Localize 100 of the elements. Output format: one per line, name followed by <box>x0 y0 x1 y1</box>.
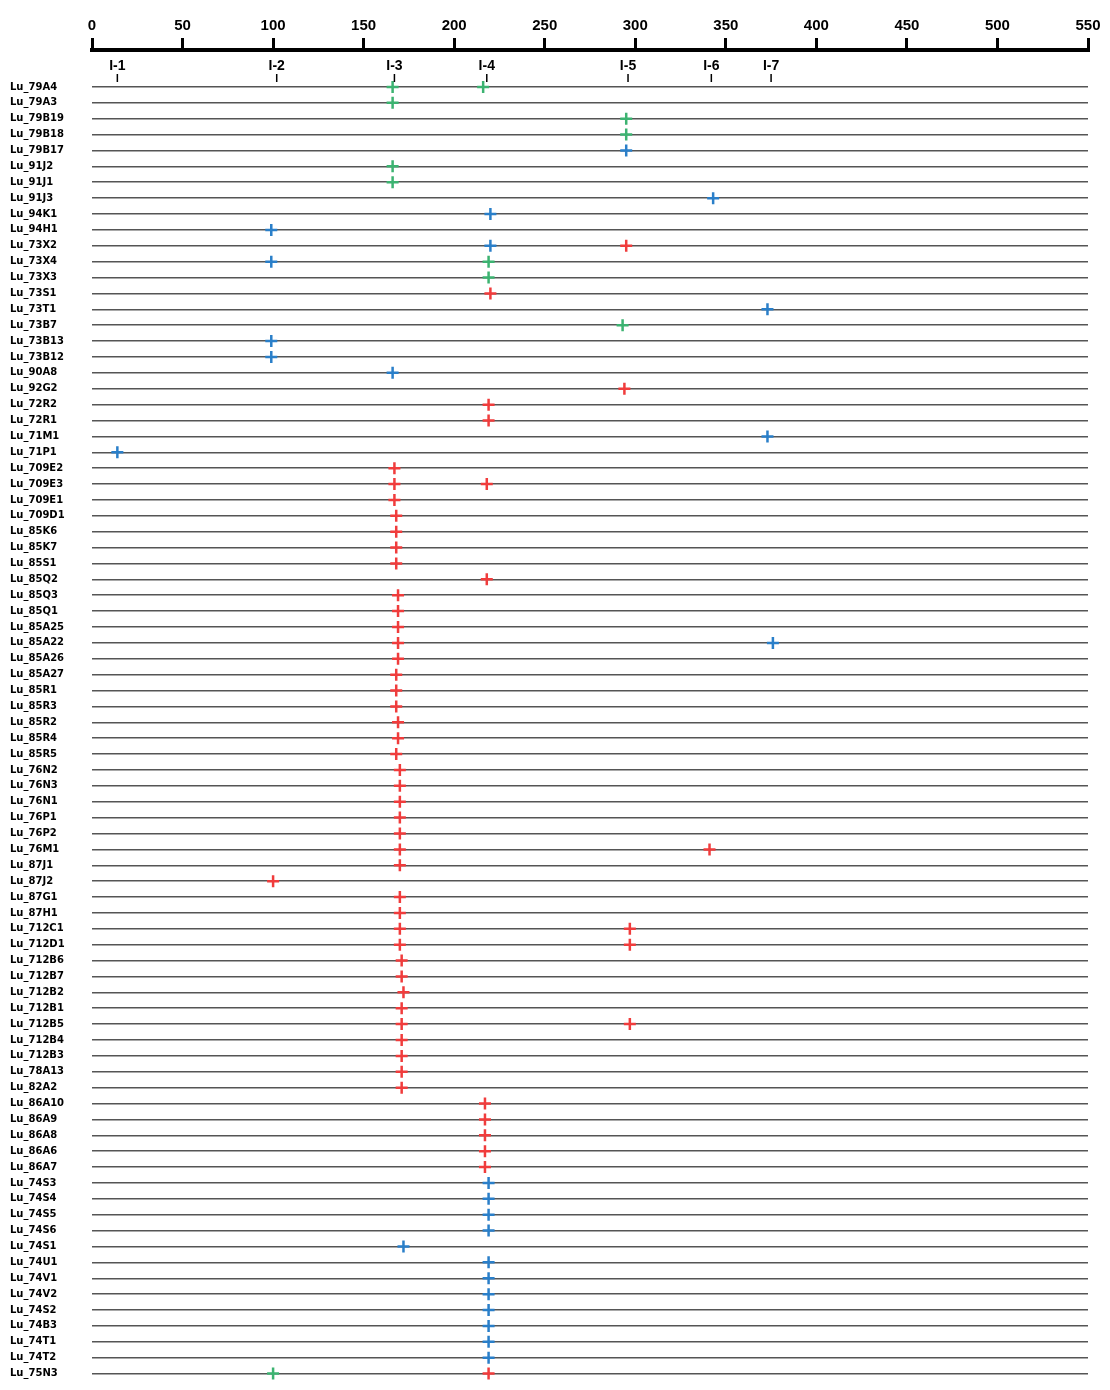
x-tick-label: 450 <box>894 16 920 34</box>
x-tick-label: 0 <box>87 16 97 34</box>
x-tick-label: 200 <box>441 16 467 34</box>
y-tick-label: Lu_92G2 <box>10 382 58 395</box>
x-tick-label: 350 <box>713 16 739 34</box>
y-tick-label: Lu_73X4 <box>10 255 58 268</box>
point <box>394 1064 409 1080</box>
point <box>622 937 638 952</box>
ref-line-label: I-7 <box>762 56 780 73</box>
point <box>390 651 406 667</box>
y-tick-label: Lu_87J1 <box>10 858 54 871</box>
point <box>388 508 404 524</box>
y-tick-label: Lu_72R1 <box>10 414 58 427</box>
y-tick-label: Lu_85K6 <box>10 525 58 538</box>
y-tick-label: Lu_78A13 <box>10 1065 65 1078</box>
y-tick-label: Lu_85A27 <box>10 668 65 681</box>
point <box>477 1112 493 1127</box>
point <box>475 79 491 95</box>
point <box>392 921 408 937</box>
point <box>618 111 634 126</box>
y-tick-label: Lu_85R4 <box>10 731 58 744</box>
y-tick-label: Lu_709E3 <box>10 477 64 490</box>
point <box>394 953 409 968</box>
point <box>388 556 404 571</box>
point <box>481 1255 496 1270</box>
y-tick-label: Lu_94H1 <box>10 223 58 236</box>
y-tick-label: Lu_709E1 <box>10 493 64 506</box>
point <box>477 1096 493 1111</box>
point <box>622 921 638 937</box>
y-tick-label: Lu_76P2 <box>10 827 57 840</box>
y-tick-label: Lu_712B6 <box>10 954 64 967</box>
point <box>392 778 408 794</box>
y-tick-label: Lu_86A6 <box>10 1144 58 1157</box>
point <box>477 1143 493 1159</box>
point <box>479 572 495 587</box>
y-tick-label: Lu_73B12 <box>10 350 64 363</box>
y-tick-label: Lu_712C1 <box>10 922 64 935</box>
point <box>481 270 496 285</box>
y-tick-label: Lu_87G1 <box>10 890 58 903</box>
y-tick-label: Lu_91J3 <box>10 191 54 204</box>
point <box>390 619 406 635</box>
y-tick-label: Lu_73T1 <box>10 302 57 315</box>
point <box>396 985 411 1000</box>
point <box>392 858 408 873</box>
point <box>388 746 404 762</box>
y-tick-label: Lu_712B3 <box>10 1049 64 1062</box>
y-tick-label: Lu_73X2 <box>10 239 58 252</box>
point <box>385 365 400 381</box>
y-tick-label: Lu_79B18 <box>10 128 64 141</box>
y-tick-label: Lu_75N3 <box>10 1367 58 1380</box>
point <box>481 1318 496 1334</box>
point <box>264 333 279 349</box>
point <box>264 222 279 238</box>
y-tick-label: Lu_85A25 <box>10 620 65 633</box>
y-tick-label: Lu_712B1 <box>10 1001 64 1014</box>
point <box>483 206 498 222</box>
point <box>481 1175 496 1191</box>
y-tick-label: Lu_71M1 <box>10 429 60 442</box>
point <box>392 826 408 841</box>
point <box>388 667 404 682</box>
y-tick-label: Lu_85R3 <box>10 700 58 713</box>
point <box>392 794 408 809</box>
point <box>394 1048 409 1064</box>
point <box>477 1128 493 1143</box>
y-tick-label: Lu_74V1 <box>10 1271 58 1284</box>
y-tick-label: Lu_709D1 <box>10 509 65 522</box>
point <box>392 905 408 921</box>
y-tick-label: Lu_74S6 <box>10 1224 57 1237</box>
point <box>481 1223 496 1238</box>
point <box>618 127 634 142</box>
point <box>392 889 408 905</box>
y-tick-label: Lu_74S2 <box>10 1303 57 1316</box>
ref-line-label: I-1 <box>109 56 126 73</box>
point <box>264 349 279 365</box>
x-tick-label: 100 <box>260 16 286 34</box>
y-tick-label: Lu_79B17 <box>10 144 64 157</box>
point <box>481 1334 496 1350</box>
point <box>392 762 408 778</box>
point <box>388 683 404 698</box>
point <box>760 429 775 444</box>
point <box>264 254 279 269</box>
point <box>387 492 402 508</box>
y-tick-label: Lu_73S1 <box>10 287 57 300</box>
y-tick-label: Lu_76N2 <box>10 763 58 776</box>
point <box>483 286 498 301</box>
y-tick-label: Lu_74S1 <box>10 1240 57 1253</box>
point <box>481 1366 496 1381</box>
point <box>265 1366 281 1381</box>
point <box>388 524 404 539</box>
point <box>390 730 406 746</box>
x-tick-label: 300 <box>622 16 648 34</box>
y-tick-label: Lu_74S4 <box>10 1192 57 1205</box>
y-tick-label: Lu_94K1 <box>10 207 58 220</box>
point <box>477 1159 493 1175</box>
point <box>705 190 721 206</box>
y-tick-label: Lu_87J2 <box>10 874 54 887</box>
y-tick-label: Lu_85Q3 <box>10 588 58 601</box>
x-tick-label: 400 <box>803 16 829 34</box>
point <box>390 587 406 603</box>
point <box>481 1271 496 1286</box>
